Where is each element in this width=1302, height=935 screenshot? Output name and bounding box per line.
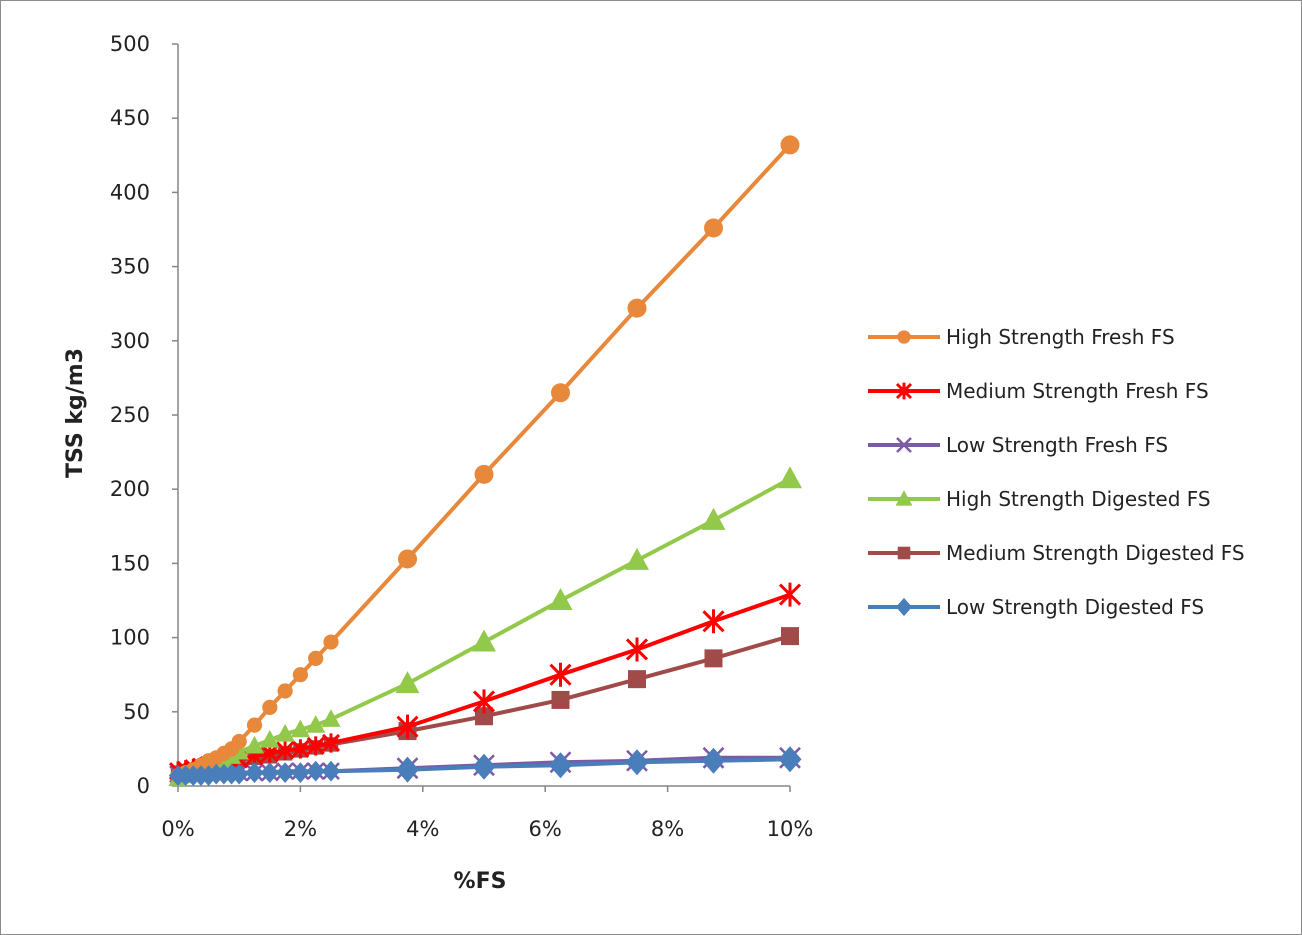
data-point xyxy=(292,667,308,683)
y-tick-label: 300 xyxy=(110,329,150,353)
data-point xyxy=(702,747,725,774)
data-point xyxy=(244,735,265,754)
y-tick-label: 250 xyxy=(110,403,150,427)
y-tick-label: 400 xyxy=(110,180,150,204)
data-point xyxy=(778,746,802,773)
data-point xyxy=(275,724,295,742)
x-tick-label: 8% xyxy=(651,817,684,841)
data-point xyxy=(549,752,572,779)
data-point xyxy=(475,707,493,726)
axes: 0 50 100 150 200 250 300 350 400 450 500 0% 2% 4% 6% 8%… xyxy=(110,32,813,841)
data-point xyxy=(628,670,646,689)
data-point xyxy=(291,739,310,759)
x-tick-label: 10% xyxy=(767,817,814,841)
legend: High Strength Fresh FS Medium Strength Fr… xyxy=(868,325,1245,619)
data-point xyxy=(398,549,417,569)
legend-swatch-marker xyxy=(895,382,913,400)
y-tick-label: 50 xyxy=(123,700,150,724)
x-tick-label: 4% xyxy=(406,817,439,841)
series-0 xyxy=(170,135,800,784)
y-tick-label: 200 xyxy=(110,477,150,501)
data-point xyxy=(276,740,295,760)
y-tick-label: 500 xyxy=(110,32,150,56)
data-point xyxy=(625,637,649,662)
legend-label: High Strength Digested FS xyxy=(946,487,1211,511)
data-point xyxy=(321,709,341,727)
data-point xyxy=(472,753,496,780)
data-point xyxy=(396,756,419,783)
y-axis-title: TSS kg/m3 xyxy=(63,348,88,478)
legend-swatch-marker xyxy=(895,597,913,617)
data-point xyxy=(549,662,572,687)
x-tick-label: 6% xyxy=(529,817,562,841)
data-point xyxy=(321,760,341,782)
data-point xyxy=(291,762,310,784)
data-point xyxy=(778,582,802,607)
data-point xyxy=(551,690,570,709)
x-tick-label: 0% xyxy=(161,817,194,841)
data-point xyxy=(781,627,799,646)
y-tick-label: 450 xyxy=(110,106,150,130)
data-point xyxy=(704,218,723,238)
data-point xyxy=(472,689,496,714)
data-point xyxy=(275,762,295,784)
data-point xyxy=(551,383,570,403)
legend-item: High Strength Digested FS xyxy=(868,487,1211,511)
series-line xyxy=(177,143,792,778)
data-point xyxy=(625,547,649,570)
legend-item: High Strength Fresh FS xyxy=(868,325,1175,349)
data-point xyxy=(260,729,280,748)
data-point xyxy=(702,609,725,634)
data-point xyxy=(306,760,325,782)
data-point xyxy=(395,671,420,694)
data-point xyxy=(778,466,802,489)
data-point xyxy=(290,719,310,738)
legend-item: Low Strength Digested FS xyxy=(868,595,1204,619)
data-point xyxy=(780,135,800,155)
data-point xyxy=(306,715,326,733)
data-point xyxy=(396,714,419,739)
x-axis-title: %FS xyxy=(454,869,507,894)
data-point xyxy=(704,649,723,668)
legend-item: Medium Strength Digested FS xyxy=(868,541,1245,565)
legend-label: Medium Strength Fresh FS xyxy=(946,379,1209,403)
legend-swatch-marker xyxy=(896,437,912,453)
data-point xyxy=(625,749,649,776)
data-point xyxy=(548,588,573,610)
data-point xyxy=(260,762,279,784)
data-point xyxy=(474,464,494,484)
legend-swatch-marker xyxy=(895,490,913,506)
legend-swatch-marker xyxy=(897,546,911,560)
series-layer xyxy=(168,135,802,787)
legend-item: Medium Strength Fresh FS xyxy=(868,379,1209,403)
data-point xyxy=(472,629,496,652)
legend-label: Low Strength Digested FS xyxy=(946,595,1204,619)
legend-item: Low Strength Fresh FS xyxy=(868,433,1168,457)
legend-swatch-marker xyxy=(897,330,911,344)
data-point xyxy=(323,634,339,650)
data-point xyxy=(308,650,324,666)
legend-label: Low Strength Fresh FS xyxy=(946,433,1168,457)
data-point xyxy=(277,683,293,699)
data-point xyxy=(627,298,647,318)
y-tick-label: 100 xyxy=(110,626,150,650)
series-5 xyxy=(168,746,802,787)
x-tick-label: 2% xyxy=(284,817,317,841)
data-point xyxy=(262,699,278,715)
data-point xyxy=(246,717,263,733)
data-point xyxy=(231,733,247,750)
y-tick-label: 150 xyxy=(110,551,150,575)
data-point xyxy=(321,733,341,753)
data-point xyxy=(245,762,264,784)
y-tick-label: 350 xyxy=(110,255,150,279)
y-tick-label: 0 xyxy=(137,774,150,798)
legend-label: High Strength Fresh FS xyxy=(946,325,1175,349)
legend-label: Medium Strength Digested FS xyxy=(946,541,1245,565)
data-point xyxy=(701,507,726,530)
data-point xyxy=(306,736,325,756)
data-point xyxy=(230,763,249,785)
